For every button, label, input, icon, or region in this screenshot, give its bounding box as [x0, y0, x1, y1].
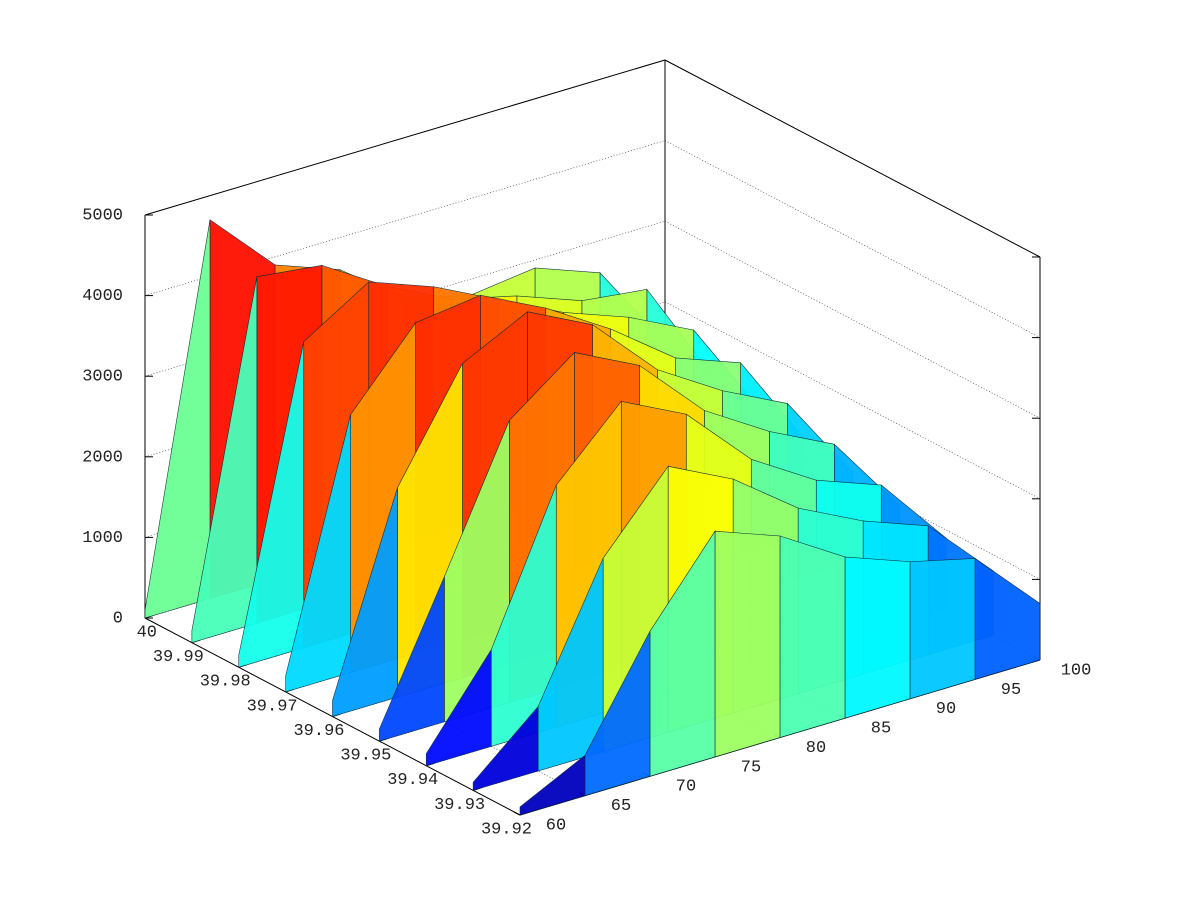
y-tick-label: 39.97 [247, 697, 298, 716]
surface-patch [472, 705, 539, 791]
y-tick-label: 39.92 [481, 820, 532, 839]
surface-patch [714, 530, 781, 758]
surface-patch [144, 219, 211, 619]
axis-line [664, 59, 1041, 258]
z-tick-label: 2000 [82, 448, 123, 467]
z-tick-label: 1000 [82, 529, 123, 548]
y-tick-label: 39.95 [340, 747, 391, 766]
x-tick-label: 65 [611, 797, 631, 816]
axis-line [144, 59, 666, 216]
x-tick-label: 70 [676, 778, 696, 797]
surface-patch [519, 754, 586, 816]
y-tick-label: 39.93 [434, 796, 485, 815]
tick-mark [513, 811, 521, 816]
surface-patch [844, 556, 911, 719]
x-tick-label: 100 [1061, 661, 1092, 680]
y-tick-label: 39.96 [293, 722, 344, 741]
x-tick-label: 90 [936, 700, 956, 719]
y-tick-label: 39.98 [200, 673, 251, 692]
surface-patch [779, 535, 846, 738]
x-tick-label: 95 [1001, 681, 1021, 700]
surface-patch [238, 341, 305, 668]
surface-patch [191, 276, 258, 644]
z-tick-label: 3000 [82, 368, 123, 387]
z-tick-label: 4000 [82, 287, 123, 306]
x-tick-label: 60 [546, 816, 566, 835]
y-tick-label: 39.94 [387, 771, 438, 790]
z-tick-label: 0 [113, 609, 123, 628]
surface-patch [909, 558, 976, 700]
surface-patch [332, 487, 398, 717]
y-tick-label: 40 [137, 623, 157, 642]
z-tick-label: 5000 [82, 206, 123, 225]
x-tick-label: 85 [871, 720, 891, 739]
surface-patch [285, 414, 351, 693]
surface-patch [379, 576, 445, 742]
x-tick-label: 80 [806, 739, 826, 758]
surface-patch [425, 648, 492, 767]
x-tick-label: 75 [741, 758, 761, 777]
y-tick-label: 39.99 [153, 648, 204, 667]
